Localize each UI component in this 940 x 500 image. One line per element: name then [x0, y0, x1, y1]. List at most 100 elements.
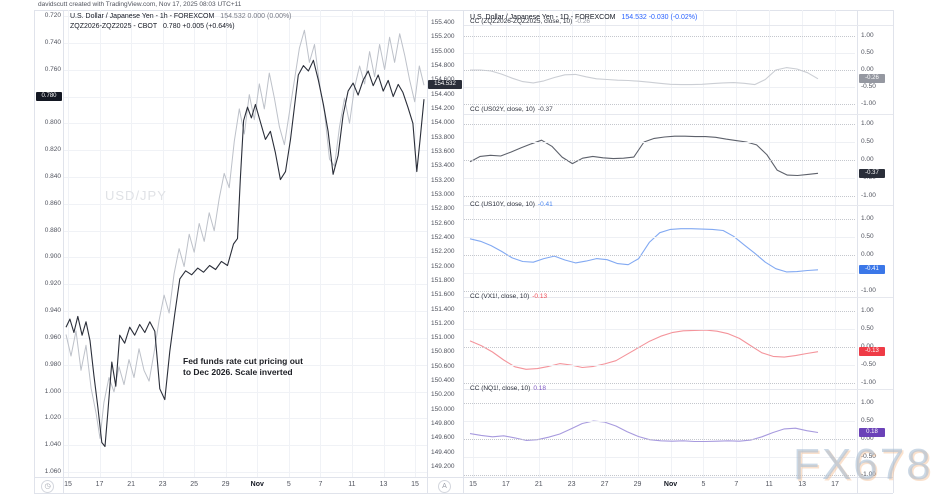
cc-axis-tick: -0.50: [861, 361, 876, 368]
widget-left-border: [34, 10, 35, 493]
panel-separator: [464, 25, 893, 26]
cc-dotted-gridline: [464, 70, 855, 71]
left-axis-tick: 0.900: [44, 253, 61, 261]
cc-axis-tick: 1.00: [861, 120, 874, 127]
usdjpy-last-price-badge: 154.532: [428, 80, 462, 89]
time-label[interactable]: 11: [765, 481, 773, 488]
auto-icon: A: [442, 483, 447, 490]
left-vgridline: [415, 10, 416, 477]
spread-symbol-values: 0.780 +0.005 (+0.64%): [162, 23, 235, 30]
left-chart-legend-row1[interactable]: U.S. Dollar / Japanese Yen - 1h - FOREXC…: [70, 13, 292, 20]
usdjpy-axis-tick: 150.200: [431, 391, 455, 399]
cc-label-text: CC (US02Y, close, 10): [470, 106, 535, 113]
usdjpy-axis-tick: 152.200: [431, 248, 455, 256]
time-label[interactable]: 13: [379, 481, 388, 488]
usdjpy-axis-tick: 155.400: [431, 19, 455, 26]
usdjpy-watermark: USD/JPY: [105, 188, 167, 203]
cc-axis-tick: -0.50: [861, 453, 876, 460]
cc-panel-label[interactable]: CC (NQ1!, close, 10) 0.18: [470, 385, 546, 392]
time-label[interactable]: 21: [127, 481, 135, 488]
cc-vgridline: [736, 10, 738, 477]
cc-axis-tick: -1.00: [861, 100, 876, 107]
time-label[interactable]: 13: [798, 481, 806, 488]
cc-panel-label[interactable]: CC (VX1!, close, 10) -0.13: [470, 293, 547, 300]
cc-vgridline: [769, 10, 771, 477]
left-vgridline: [131, 10, 133, 477]
chart-annotation: Fed funds rate cut pricing out to Dec 20…: [183, 356, 303, 378]
usdjpy-axis-tick: 151.800: [431, 276, 455, 284]
left-chart-legend-row2[interactable]: ZQZ2026-ZQZ2025 - CBOT 0.780 +0.005 (+0.…: [70, 23, 235, 30]
left-price-scale[interactable]: 0.720 0.740 0.760 0.780 0.800 0.820 0.840 0.860…: [34, 10, 63, 477]
annotation-line1: Fed funds rate cut pricing out: [183, 356, 303, 366]
cc-dotted-gridline: [464, 311, 855, 312]
cc-vgridline: [473, 10, 474, 477]
cc-dotted-gridline: [464, 196, 855, 197]
auto-scale-button[interactable]: A: [438, 480, 451, 493]
time-label[interactable]: 15: [469, 481, 477, 488]
left-vgridline: [225, 10, 227, 477]
left-axis-tick: 0.940: [44, 307, 61, 315]
time-label[interactable]: 23: [158, 481, 167, 488]
timezone-clock-button[interactable]: ◷: [41, 480, 54, 493]
cc-label-text: CC (ZQZ2026-ZQZ2025, close, 10): [470, 18, 573, 25]
left-gridline: [64, 176, 427, 178]
usdjpy-price-scale[interactable]: 155.400 155.200 155.000 154.800 154.600 154.4…: [428, 10, 463, 477]
left-axis-tick: 0.980: [44, 360, 61, 368]
left-chart-plot[interactable]: [64, 10, 427, 477]
right-chart-header[interactable]: U.S. Dollar / Japanese Yen - 1D - FOREXC…: [470, 14, 697, 21]
time-label[interactable]: 23: [567, 481, 576, 488]
cc-dotted-gridline: [464, 475, 855, 476]
time-label[interactable]: 7: [318, 481, 323, 488]
time-label[interactable]: Nov: [250, 481, 264, 488]
usdjpy-axis-tick: 153.400: [431, 162, 455, 170]
time-label[interactable]: 5: [286, 481, 291, 488]
left-axis-tick: 0.960: [44, 333, 61, 341]
time-label[interactable]: 15: [411, 481, 419, 488]
time-label[interactable]: 29: [221, 481, 230, 488]
time-label[interactable]: 7: [734, 481, 739, 488]
annotation-line2: to Dec 2026. Scale inverted: [183, 367, 293, 377]
cc-axis-tick: 1.00: [861, 399, 874, 406]
left-symbol-title: U.S. Dollar / Japanese Yen - 1h - FOREXC…: [70, 13, 215, 20]
usdjpy-axis-tick: 149.200: [431, 463, 455, 470]
right-symbol-title: U.S. Dollar / Japanese Yen - 1D - FOREXC…: [470, 14, 616, 21]
cc-value-badge: 0.18: [859, 428, 885, 437]
cc-label-text: CC (VX1!, close, 10): [470, 293, 530, 300]
left-vgridline: [383, 10, 385, 477]
cc-panel-label[interactable]: CC (US02Y, close, 10) -0.37: [470, 106, 553, 113]
usdjpy-axis-tick: 149.400: [431, 448, 455, 456]
time-label[interactable]: 17: [831, 481, 839, 488]
cc-vgridline: [571, 10, 573, 477]
time-label[interactable]: 5: [701, 481, 706, 488]
cc-value-scale[interactable]: 1.00 0.50 0.00 -0.50 -1.00 -0.26 1.00 0.50 0.00-…: [857, 10, 893, 478]
cc-value-badge: -0.41: [859, 265, 885, 275]
cc-panel-label[interactable]: CC (US10Y, close, 10) -0.41: [470, 201, 553, 208]
cc-line-1: [470, 67, 819, 86]
cc-dotted-gridline: [464, 124, 855, 125]
cc-chart-plot[interactable]: CC (ZQZ2026-ZQZ2025, close, 10) -0.26 CC (…: [464, 10, 893, 477]
left-axis-tick: 0.720: [44, 12, 61, 19]
time-label[interactable]: 29: [633, 481, 642, 488]
usdjpy-axis-tick: 153.000: [431, 190, 455, 198]
cc-axis-tick: 1.00: [861, 307, 874, 314]
cc-vgridline: [835, 10, 836, 477]
left-gridline: [64, 391, 427, 393]
left-axis-tick: 1.060: [44, 468, 61, 475]
cc-panel-label[interactable]: CC (ZQZ2026-ZQZ2025, close, 10) -0.26: [470, 18, 590, 25]
time-label[interactable]: Nov: [663, 481, 678, 488]
cc-vgridline: [538, 10, 540, 477]
left-axis-tick: 0.840: [44, 172, 61, 180]
time-label[interactable]: 25: [190, 481, 199, 488]
usdjpy-axis-tick: 150.600: [431, 362, 455, 370]
usdjpy-axis-tick: 150.800: [431, 348, 455, 356]
left-vgridline: [162, 10, 164, 477]
usdjpy-axis-tick: 154.000: [431, 119, 455, 127]
cc-label-text: CC (US10Y, close, 10): [470, 201, 535, 208]
time-label[interactable]: 15: [64, 481, 72, 488]
time-label[interactable]: 27: [600, 481, 609, 488]
cc-gridline: [464, 53, 855, 54]
time-label[interactable]: 11: [348, 481, 356, 488]
time-label[interactable]: 17: [95, 481, 104, 488]
time-label[interactable]: 17: [501, 481, 510, 488]
time-label[interactable]: 21: [534, 481, 543, 488]
